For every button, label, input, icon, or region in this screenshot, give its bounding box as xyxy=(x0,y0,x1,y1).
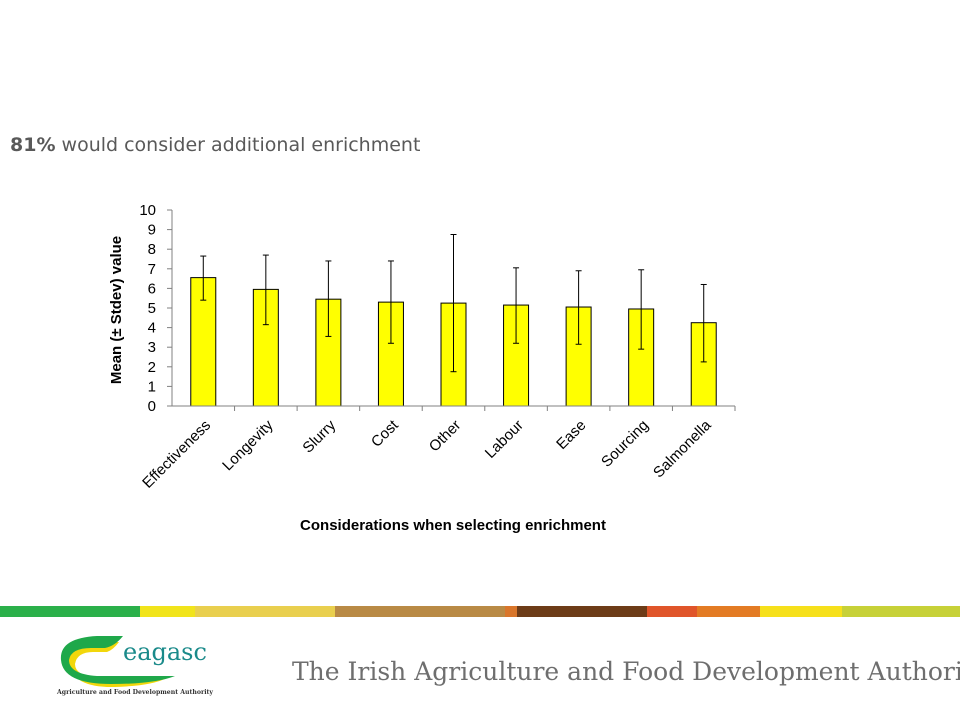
y-tick-label: 2 xyxy=(148,359,156,376)
y-axis-title: Mean (± Stdev) value xyxy=(108,236,125,384)
stripe-segment xyxy=(517,606,647,617)
x-ticks-layer: Effectiveness Longevity Slurry Cost Other Lab… xyxy=(139,406,736,492)
y-tick-label: 10 xyxy=(139,202,156,219)
x-tick-label: Labour xyxy=(482,417,527,462)
y-tick-label: 4 xyxy=(148,320,156,337)
x-tick-label: Ease xyxy=(553,417,589,453)
y-tick-label: 1 xyxy=(148,378,156,395)
logo-wordmark: eagasc xyxy=(123,638,207,666)
y-tick-label: 5 xyxy=(148,300,156,317)
stripe-segment xyxy=(760,606,842,617)
stripe-segment xyxy=(0,606,140,617)
stripe-segment xyxy=(697,606,760,617)
stripe-segment xyxy=(335,606,505,617)
bar-chart: 0 1 2 3 4 5 6 7 8 9 10 Effectiveness Longevity Slurr… xyxy=(108,202,736,534)
headline: 81% would consider additional enrichment xyxy=(10,134,420,156)
y-tick-label: 8 xyxy=(148,241,156,258)
x-tick-label: Salmonella xyxy=(650,416,715,481)
headline-text: would consider additional enrichment xyxy=(55,134,421,156)
teagasc-logo: eagasc Agriculture and Food Development … xyxy=(56,636,214,696)
y-tick-label: 0 xyxy=(148,398,156,415)
x-tick-label: Effectiveness xyxy=(139,417,214,492)
y-tick-label: 7 xyxy=(148,261,156,278)
error-bars-layer xyxy=(200,234,707,373)
x-tick-label: Longevity xyxy=(219,416,277,474)
color-stripe xyxy=(0,606,960,617)
y-tick-label: 3 xyxy=(148,339,156,356)
stripe-segment xyxy=(195,606,335,617)
logo-swoosh-green xyxy=(60,636,175,684)
x-tick-label: Cost xyxy=(368,416,402,450)
y-tick-label: 9 xyxy=(148,222,156,239)
headline-percent: 81% xyxy=(10,134,56,156)
y-tick-label: 6 xyxy=(148,280,156,297)
stripe-segment xyxy=(647,606,697,617)
stripe-segment xyxy=(140,606,195,617)
logo-subtitle: Agriculture and Food Development Authori… xyxy=(56,689,214,696)
x-tick-label: Other xyxy=(426,417,465,456)
x-tick-label: Slurry xyxy=(299,416,339,456)
footer-tagline: The Irish Agriculture and Food Developme… xyxy=(292,657,960,686)
stripe-segment xyxy=(505,606,517,617)
x-tick-label: Sourcing xyxy=(598,417,652,471)
x-axis-title: Considerations when selecting enrichment xyxy=(300,517,606,534)
stripe-segment xyxy=(842,606,960,617)
y-ticks-layer: 0 1 2 3 4 5 6 7 8 9 10 xyxy=(139,202,172,415)
